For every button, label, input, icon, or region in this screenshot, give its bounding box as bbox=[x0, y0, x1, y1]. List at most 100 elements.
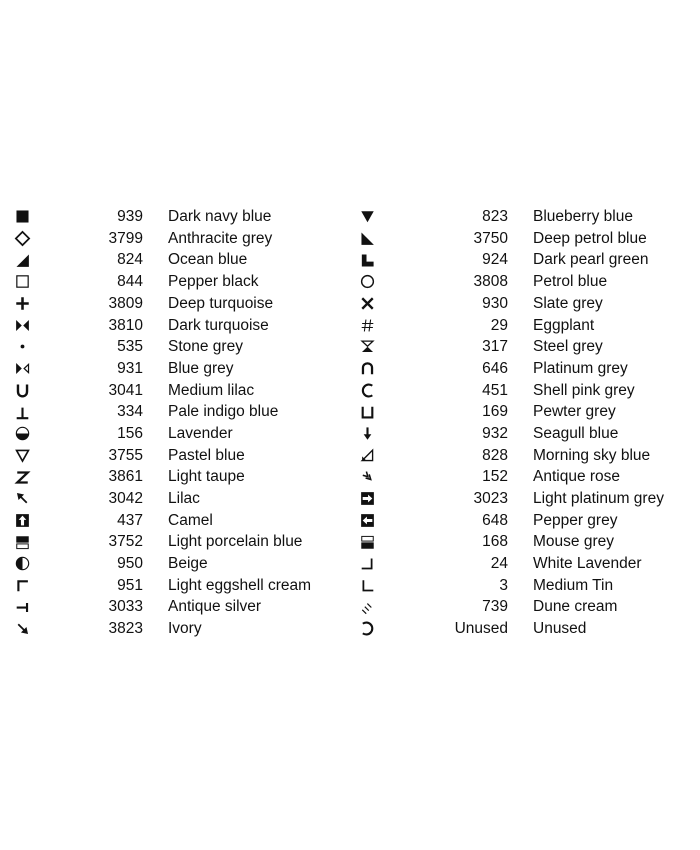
floss-number: 932 bbox=[482, 424, 508, 442]
x-cross-icon bbox=[359, 295, 383, 312]
color-name: Slate grey bbox=[533, 294, 603, 312]
legend-row: 3 Medium Tin bbox=[359, 575, 664, 597]
half-black-bowtie-icon bbox=[14, 360, 38, 377]
color-name: Anthracite grey bbox=[168, 229, 273, 247]
circle-left-half-icon bbox=[14, 555, 38, 572]
legend-row: 646 Platinum grey bbox=[359, 358, 664, 380]
color-name: White Lavender bbox=[533, 555, 642, 573]
color-name: Pepper black bbox=[168, 273, 259, 291]
filled-triangle-down-icon bbox=[359, 208, 383, 225]
square-arrow-up-icon bbox=[14, 512, 38, 529]
color-name: Light platinum grey bbox=[533, 490, 664, 508]
arrow-down-icon bbox=[359, 425, 383, 442]
legend-row: 924 Dark pearl green bbox=[359, 249, 664, 271]
floss-number: Unused bbox=[454, 620, 508, 638]
color-name: Camel bbox=[168, 511, 213, 529]
color-name: Steel grey bbox=[533, 338, 603, 356]
legend-row: 334 Pale indigo blue bbox=[14, 401, 311, 423]
legend-row: 24 White Lavender bbox=[359, 553, 664, 575]
floss-number: 3755 bbox=[108, 446, 143, 464]
color-name: Blue grey bbox=[168, 359, 234, 377]
color-name: Petrol blue bbox=[533, 273, 608, 291]
legend-row: 931 Blue grey bbox=[14, 358, 311, 380]
legend-row: 951 Light eggshell cream bbox=[14, 575, 311, 597]
plus-icon bbox=[14, 295, 38, 312]
hash-icon bbox=[359, 317, 383, 334]
letter-z-icon bbox=[14, 469, 38, 486]
small-dot-icon bbox=[14, 338, 38, 355]
open-diamond-icon bbox=[14, 230, 38, 247]
filled-square-icon bbox=[14, 208, 38, 225]
color-name: Platinum grey bbox=[533, 359, 628, 377]
legend-row: 950 Beige bbox=[14, 553, 311, 575]
color-name: Eggplant bbox=[533, 316, 595, 334]
floss-number: 3810 bbox=[108, 316, 143, 334]
floss-number: 3861 bbox=[108, 468, 143, 486]
color-name: Ivory bbox=[168, 620, 202, 638]
floss-number: 317 bbox=[482, 338, 508, 356]
floss-number: 3041 bbox=[108, 381, 143, 399]
legend-row: 437 Camel bbox=[14, 510, 311, 532]
open-triangle-corner-icon bbox=[359, 447, 383, 464]
floss-number: 169 bbox=[482, 403, 508, 421]
circle-bottom-half-icon bbox=[14, 425, 38, 442]
legend-row: 156 Lavender bbox=[14, 423, 311, 445]
legend-row: 168 Mouse grey bbox=[359, 531, 664, 553]
floss-number: 824 bbox=[117, 251, 143, 269]
floss-number: 24 bbox=[490, 555, 508, 573]
legend-column-left: 939 Dark navy blue 3799 Anthracite grey … bbox=[14, 206, 311, 640]
color-name: Dark turquoise bbox=[168, 316, 269, 334]
floss-number: 334 bbox=[117, 403, 143, 421]
floss-number: 739 bbox=[482, 598, 508, 616]
color-name: Beige bbox=[168, 555, 208, 573]
legend-row: 3861 Light taupe bbox=[14, 466, 311, 488]
square-arrow-right-icon bbox=[359, 490, 383, 507]
color-name: Antique silver bbox=[168, 598, 262, 616]
color-name: Shell pink grey bbox=[533, 381, 635, 399]
open-circle-icon bbox=[359, 273, 383, 290]
color-name: Morning sky blue bbox=[533, 446, 651, 464]
color-name: Dark pearl green bbox=[533, 251, 649, 269]
color-name: Medium lilac bbox=[168, 381, 255, 399]
color-name: Seagull blue bbox=[533, 424, 619, 442]
floss-number: 646 bbox=[482, 359, 508, 377]
square-top-half-icon bbox=[14, 534, 38, 551]
color-name: Ocean blue bbox=[168, 251, 248, 269]
floss-number: 3823 bbox=[108, 620, 143, 638]
corner-bottom-left-icon bbox=[359, 577, 383, 594]
corner-bottom-right-icon bbox=[359, 555, 383, 572]
perpendicular-tack-icon bbox=[14, 404, 38, 421]
floss-number: 3752 bbox=[108, 533, 143, 551]
floss-number: 156 bbox=[117, 424, 143, 442]
color-name: Light porcelain blue bbox=[168, 533, 303, 551]
legend-row: 3041 Medium lilac bbox=[14, 380, 311, 402]
floss-number: 828 bbox=[482, 446, 508, 464]
triple-hatch-icon bbox=[359, 599, 383, 616]
color-name: Pewter grey bbox=[533, 403, 616, 421]
color-name: Lilac bbox=[168, 490, 200, 508]
corner-top-left-icon bbox=[14, 577, 38, 594]
legend-row: 930 Slate grey bbox=[359, 293, 664, 315]
floss-number: 3809 bbox=[108, 294, 143, 312]
floss-number: 3023 bbox=[473, 490, 508, 508]
floss-number: 930 bbox=[482, 294, 508, 312]
subset-c-icon bbox=[359, 382, 383, 399]
legend-row: 3023 Light platinum grey bbox=[359, 488, 664, 510]
floss-number: 924 bbox=[482, 251, 508, 269]
floss-number: 823 bbox=[482, 208, 508, 226]
legend-row: 3808 Petrol blue bbox=[359, 271, 664, 293]
color-name: Medium Tin bbox=[533, 576, 614, 594]
superset-c-icon bbox=[359, 620, 383, 637]
square-cup-icon bbox=[359, 404, 383, 421]
legend-row: 939 Dark navy blue bbox=[14, 206, 311, 228]
floss-number: 3042 bbox=[108, 490, 143, 508]
legend-row: 3810 Dark turquoise bbox=[14, 314, 311, 336]
legend-row: 648 Pepper grey bbox=[359, 510, 664, 532]
color-name: Unused bbox=[533, 620, 587, 638]
floss-number: 3750 bbox=[473, 229, 508, 247]
legend-row: 3752 Light porcelain blue bbox=[14, 531, 311, 553]
square-bottom-half-icon bbox=[359, 534, 383, 551]
color-name: Deep turquoise bbox=[168, 294, 274, 312]
color-name: Pastel blue bbox=[168, 446, 245, 464]
